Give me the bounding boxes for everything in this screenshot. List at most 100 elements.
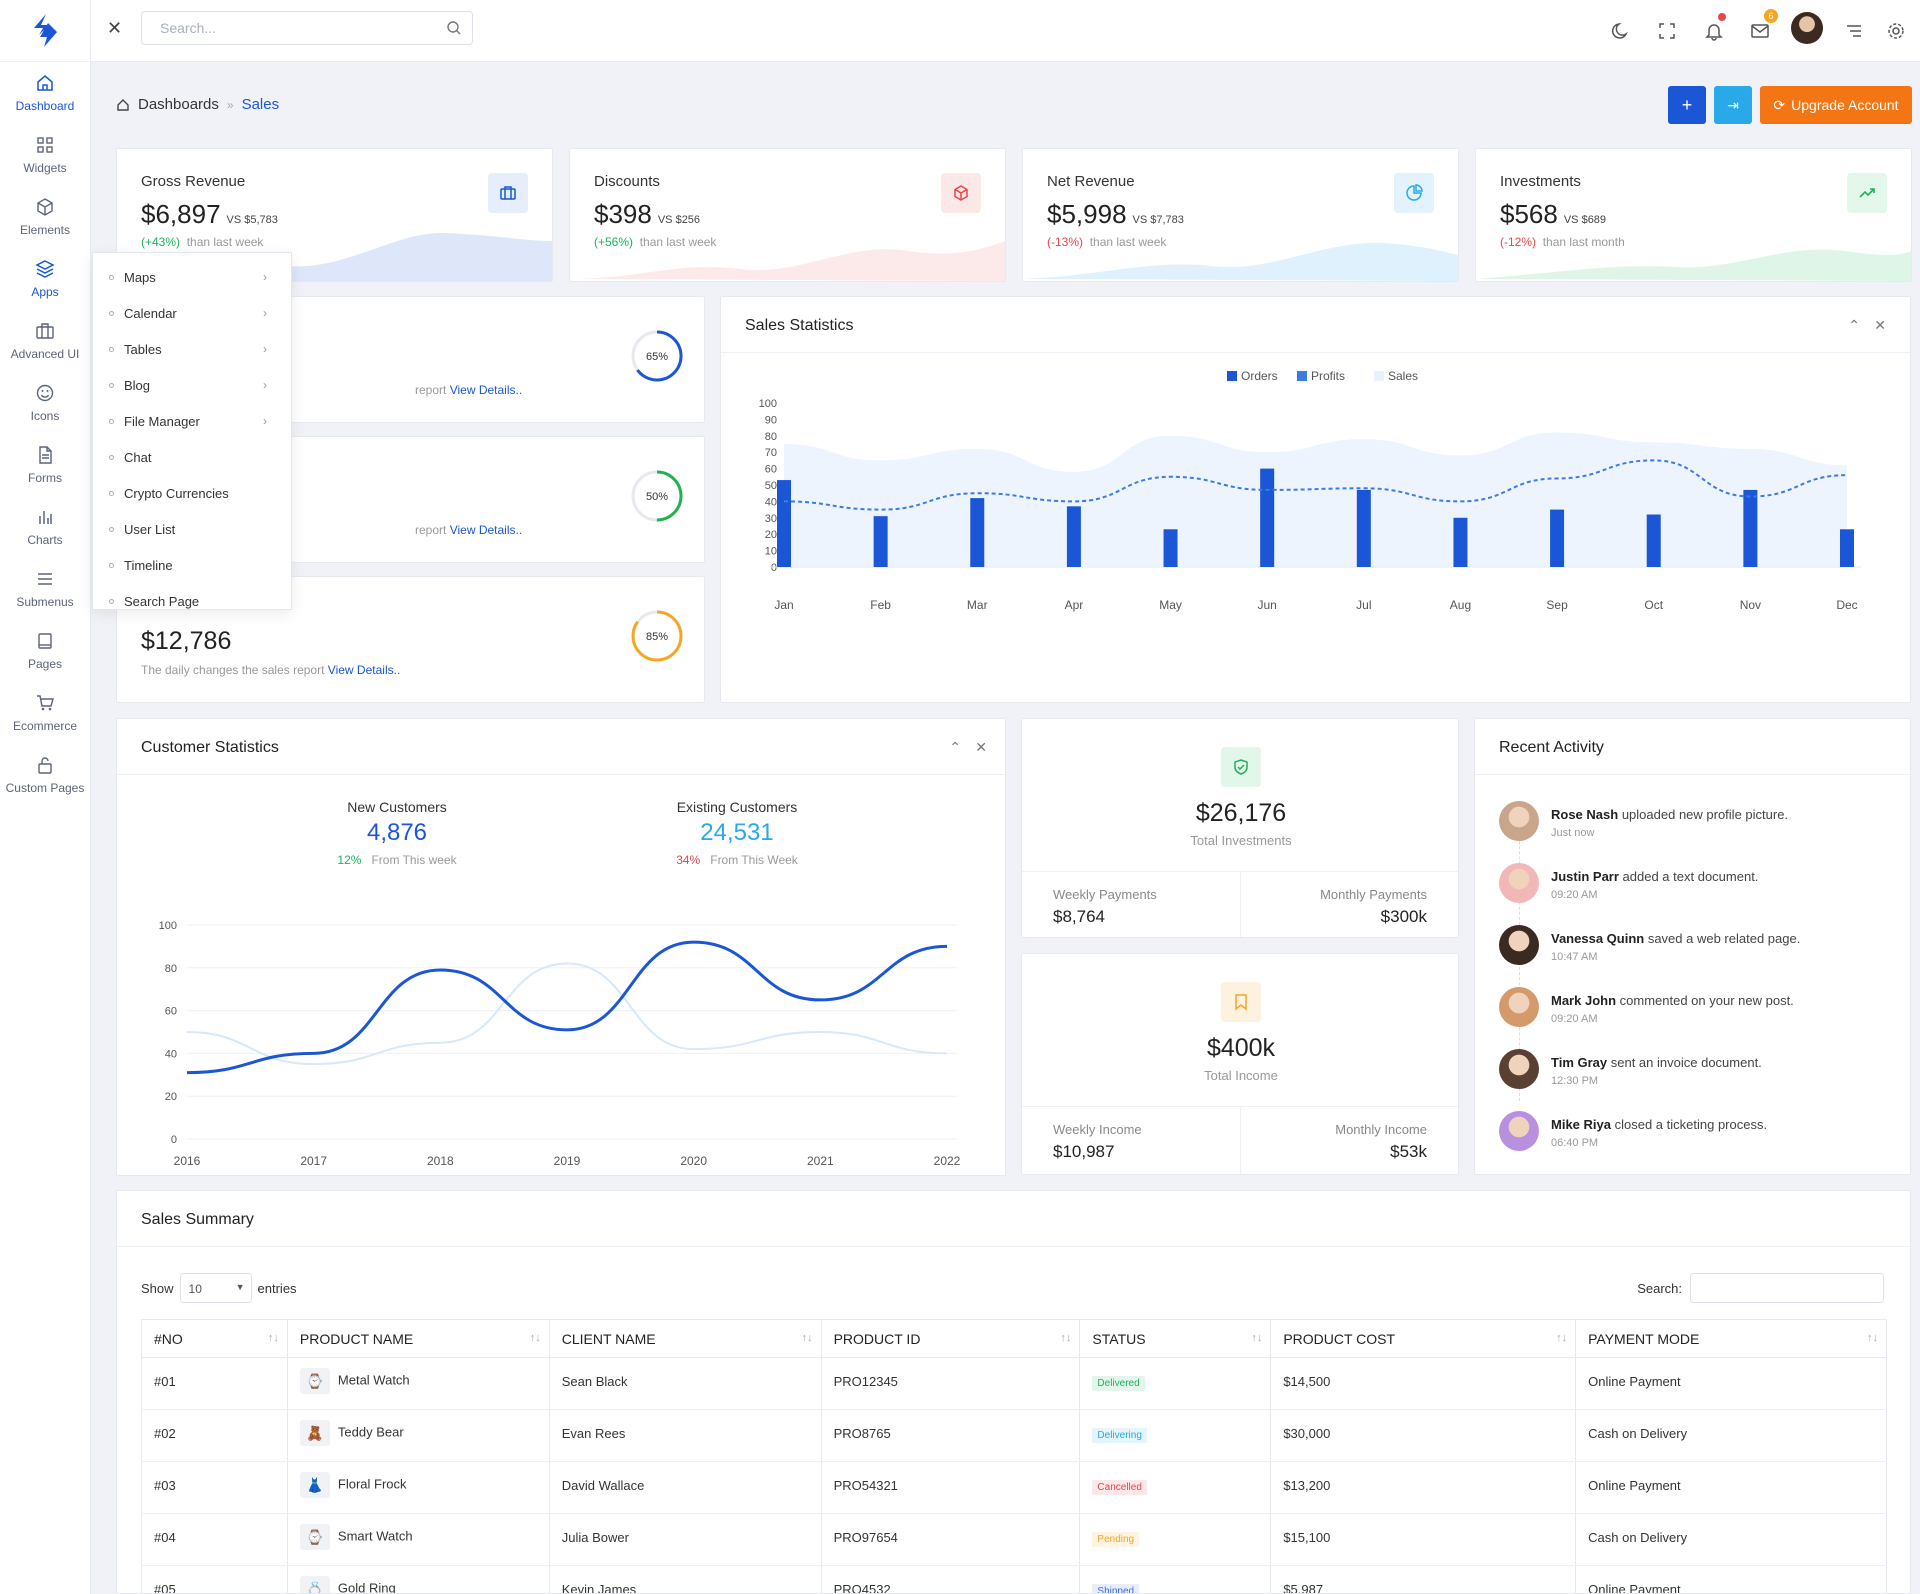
table-row[interactable]: #03 👗 Floral Frock David Wallace PRO54321 Can… bbox=[141, 1461, 1887, 1514]
sidebar-item-icons[interactable]: Icons bbox=[0, 372, 90, 434]
sidebar-item-submenus[interactable]: Submenus bbox=[0, 558, 90, 620]
bell-icon[interactable] bbox=[1699, 13, 1729, 46]
activity-item[interactable]: Vanessa Quinn saved a web related page. 1… bbox=[1499, 925, 1899, 975]
gear-icon[interactable] bbox=[1881, 16, 1911, 46]
submenu-item-calendar[interactable]: Calendar › bbox=[93, 295, 291, 331]
table-search-input[interactable] bbox=[1690, 1273, 1884, 1303]
table-row[interactable]: #01 ⌚ Metal Watch Sean Black PRO12345 Deliver… bbox=[141, 1357, 1887, 1410]
entries-select[interactable]: 10 ▼ bbox=[179, 1273, 252, 1303]
orders-bar-nov[interactable] bbox=[1743, 489, 1758, 567]
orders-bar-aug[interactable] bbox=[1453, 517, 1468, 567]
activity-user[interactable]: Rose Nash bbox=[1551, 807, 1619, 822]
close-icon[interactable]: ✕ bbox=[975, 739, 987, 755]
orders-bar-apr[interactable] bbox=[1066, 506, 1081, 567]
weekly-income-value: $10,987 bbox=[1053, 1142, 1115, 1161]
orders-bar-feb[interactable] bbox=[873, 516, 888, 567]
view-details-link-1[interactable]: View Details.. bbox=[449, 383, 523, 397]
activity-item[interactable]: Mike Riya closed a ticketing process. 06:… bbox=[1499, 1111, 1899, 1161]
add-button[interactable]: + bbox=[1668, 86, 1706, 124]
orders-bar-jun[interactable] bbox=[1260, 468, 1275, 567]
search-input[interactable] bbox=[142, 12, 422, 44]
activity-item[interactable]: Tim Gray sent an invoice document. 12:30 … bbox=[1499, 1049, 1899, 1099]
orders-bar-oct[interactable] bbox=[1646, 514, 1661, 567]
table-row[interactable]: #02 🧸 Teddy Bear Evan Rees PRO8765 Delivering… bbox=[141, 1409, 1887, 1462]
submenu-item-chat[interactable]: Chat bbox=[93, 439, 291, 475]
kpi-title: Investments bbox=[1500, 173, 1581, 190]
view-details-link-3[interactable]: View Details.. bbox=[327, 663, 401, 677]
sidebar-item-elements[interactable]: Elements bbox=[0, 186, 90, 248]
sidebar-item-dashboard[interactable]: Dashboard bbox=[0, 62, 90, 124]
orders-bar-jan[interactable] bbox=[777, 480, 791, 567]
activity-user[interactable]: Tim Gray bbox=[1551, 1055, 1608, 1070]
sidebar-item-ecommerce[interactable]: Ecommerce bbox=[0, 682, 90, 744]
menu-lines-icon[interactable] bbox=[1839, 16, 1869, 46]
orders-bar-sep[interactable] bbox=[1550, 509, 1565, 567]
orders-bar-mar[interactable] bbox=[970, 498, 985, 567]
view-details-link-2[interactable]: View Details.. bbox=[449, 523, 523, 537]
column-header-product-name[interactable]: PRODUCT NAME ↑↓ bbox=[286, 1319, 550, 1358]
submenu-item-tables[interactable]: Tables › bbox=[93, 331, 291, 367]
submenu-item-file-manager[interactable]: File Manager › bbox=[93, 403, 291, 439]
status-badge: Pending bbox=[1092, 1532, 1140, 1547]
column-header--no[interactable]: #NO ↑↓ bbox=[141, 1319, 288, 1358]
breadcrumb-root[interactable]: Dashboards bbox=[138, 96, 219, 113]
submenu-item-search-page[interactable]: Search Page bbox=[93, 583, 291, 619]
activity-user[interactable]: Mark John bbox=[1551, 993, 1617, 1008]
column-header-label: PRODUCT ID bbox=[833, 1330, 921, 1347]
column-header-product-id[interactable]: PRODUCT ID ↑↓ bbox=[820, 1319, 1081, 1358]
activity-item[interactable]: Justin Parr added a text document. 09:20 … bbox=[1499, 863, 1899, 913]
activity-user[interactable]: Vanessa Quinn bbox=[1551, 931, 1645, 946]
activity-item[interactable]: Rose Nash uploaded new profile picture. J… bbox=[1499, 801, 1899, 851]
submenu-item-label: File Manager bbox=[124, 413, 200, 429]
submenu-item-crypto-currencies[interactable]: Crypto Currencies bbox=[93, 475, 291, 511]
collapse-icon[interactable]: ⌃ bbox=[949, 739, 961, 755]
sidebar-item-widgets[interactable]: Widgets bbox=[0, 124, 90, 186]
kpi-value-text: $398 bbox=[594, 199, 652, 229]
activity-avatar bbox=[1499, 1111, 1539, 1151]
submenu-item-blog[interactable]: Blog › bbox=[93, 367, 291, 403]
submenu-item-user-list[interactable]: User List bbox=[93, 511, 291, 547]
customer-statistics-chart: 0 20 40 60 80 100 2016 2017 2018 2019 2020 2021 2022 bbox=[159, 920, 961, 1168]
orders-bar-may[interactable] bbox=[1163, 529, 1178, 567]
legend-label-profits[interactable]: Profits bbox=[1311, 369, 1345, 383]
column-header-client-name[interactable]: CLIENT NAME ↑↓ bbox=[548, 1319, 822, 1358]
sidebar-item-pages[interactable]: Pages bbox=[0, 620, 90, 682]
activity-item[interactable]: Mark John commented on your new post. 09:… bbox=[1499, 987, 1899, 1037]
cell-no: #04 bbox=[141, 1513, 288, 1566]
activity-user[interactable]: Justin Parr bbox=[1551, 869, 1619, 884]
moon-icon[interactable] bbox=[1606, 16, 1636, 46]
submenu-item-timeline[interactable]: Timeline bbox=[93, 547, 291, 583]
logo[interactable] bbox=[0, 0, 90, 62]
sidebar-item-advanced-ui[interactable]: Advanced UI bbox=[0, 310, 90, 372]
legend-label-sales[interactable]: Sales bbox=[1388, 369, 1418, 383]
close-sidebar-icon[interactable]: ✕ bbox=[107, 18, 123, 38]
fullscreen-icon[interactable] bbox=[1652, 16, 1682, 46]
avatar[interactable] bbox=[1791, 12, 1823, 44]
sidebar-item-custom-pages[interactable]: Custom Pages bbox=[0, 744, 90, 806]
search-icon[interactable] bbox=[446, 20, 462, 36]
column-header-product-cost[interactable]: PRODUCT COST ↑↓ bbox=[1270, 1319, 1577, 1358]
status-badge: Delivered bbox=[1092, 1376, 1145, 1391]
collapse-icon[interactable]: ⌃ bbox=[1848, 317, 1860, 333]
login-button[interactable]: ⇥ bbox=[1714, 86, 1752, 124]
column-header-status[interactable]: STATUS ↑↓ bbox=[1079, 1319, 1272, 1358]
sales-summary-card: Sales Summary Show 10 ▼ entries Search: #… bbox=[116, 1190, 1911, 1594]
close-icon[interactable]: ✕ bbox=[1874, 317, 1886, 333]
mail-icon[interactable]: 6 bbox=[1745, 9, 1778, 46]
sidebar-item-apps[interactable]: Apps bbox=[0, 248, 90, 310]
table-row[interactable]: #04 ⌚ Smart Watch Julia Bower PRO97654 Pendin… bbox=[141, 1513, 1887, 1566]
submenu-item-maps[interactable]: Maps › bbox=[93, 259, 291, 295]
sidebar-nav: Dashboard Widgets Elements Apps Advanced UI I… bbox=[0, 62, 90, 806]
activity-user[interactable]: Mike Riya bbox=[1551, 1117, 1611, 1132]
cell-cost: $13,200 bbox=[1270, 1461, 1577, 1514]
column-header-payment-mode[interactable]: PAYMENT MODE ↑↓ bbox=[1575, 1319, 1887, 1358]
orders-bar-dec[interactable] bbox=[1840, 529, 1854, 567]
sidebar-item-forms[interactable]: Forms bbox=[0, 434, 90, 496]
sidebar-item-charts[interactable]: Charts bbox=[0, 496, 90, 558]
orders-bar-jul[interactable] bbox=[1356, 489, 1371, 567]
upgrade-account-button[interactable]: ⟳ Upgrade Account bbox=[1760, 86, 1912, 124]
stat-card-3-value: $12,786 bbox=[141, 627, 232, 655]
table-row[interactable]: #05 💍 Gold Ring Kevin James PRO4532 Shipped $5… bbox=[141, 1565, 1887, 1593]
legend-label-orders[interactable]: Orders bbox=[1241, 369, 1278, 383]
y-tick-label: 20 bbox=[765, 529, 777, 541]
